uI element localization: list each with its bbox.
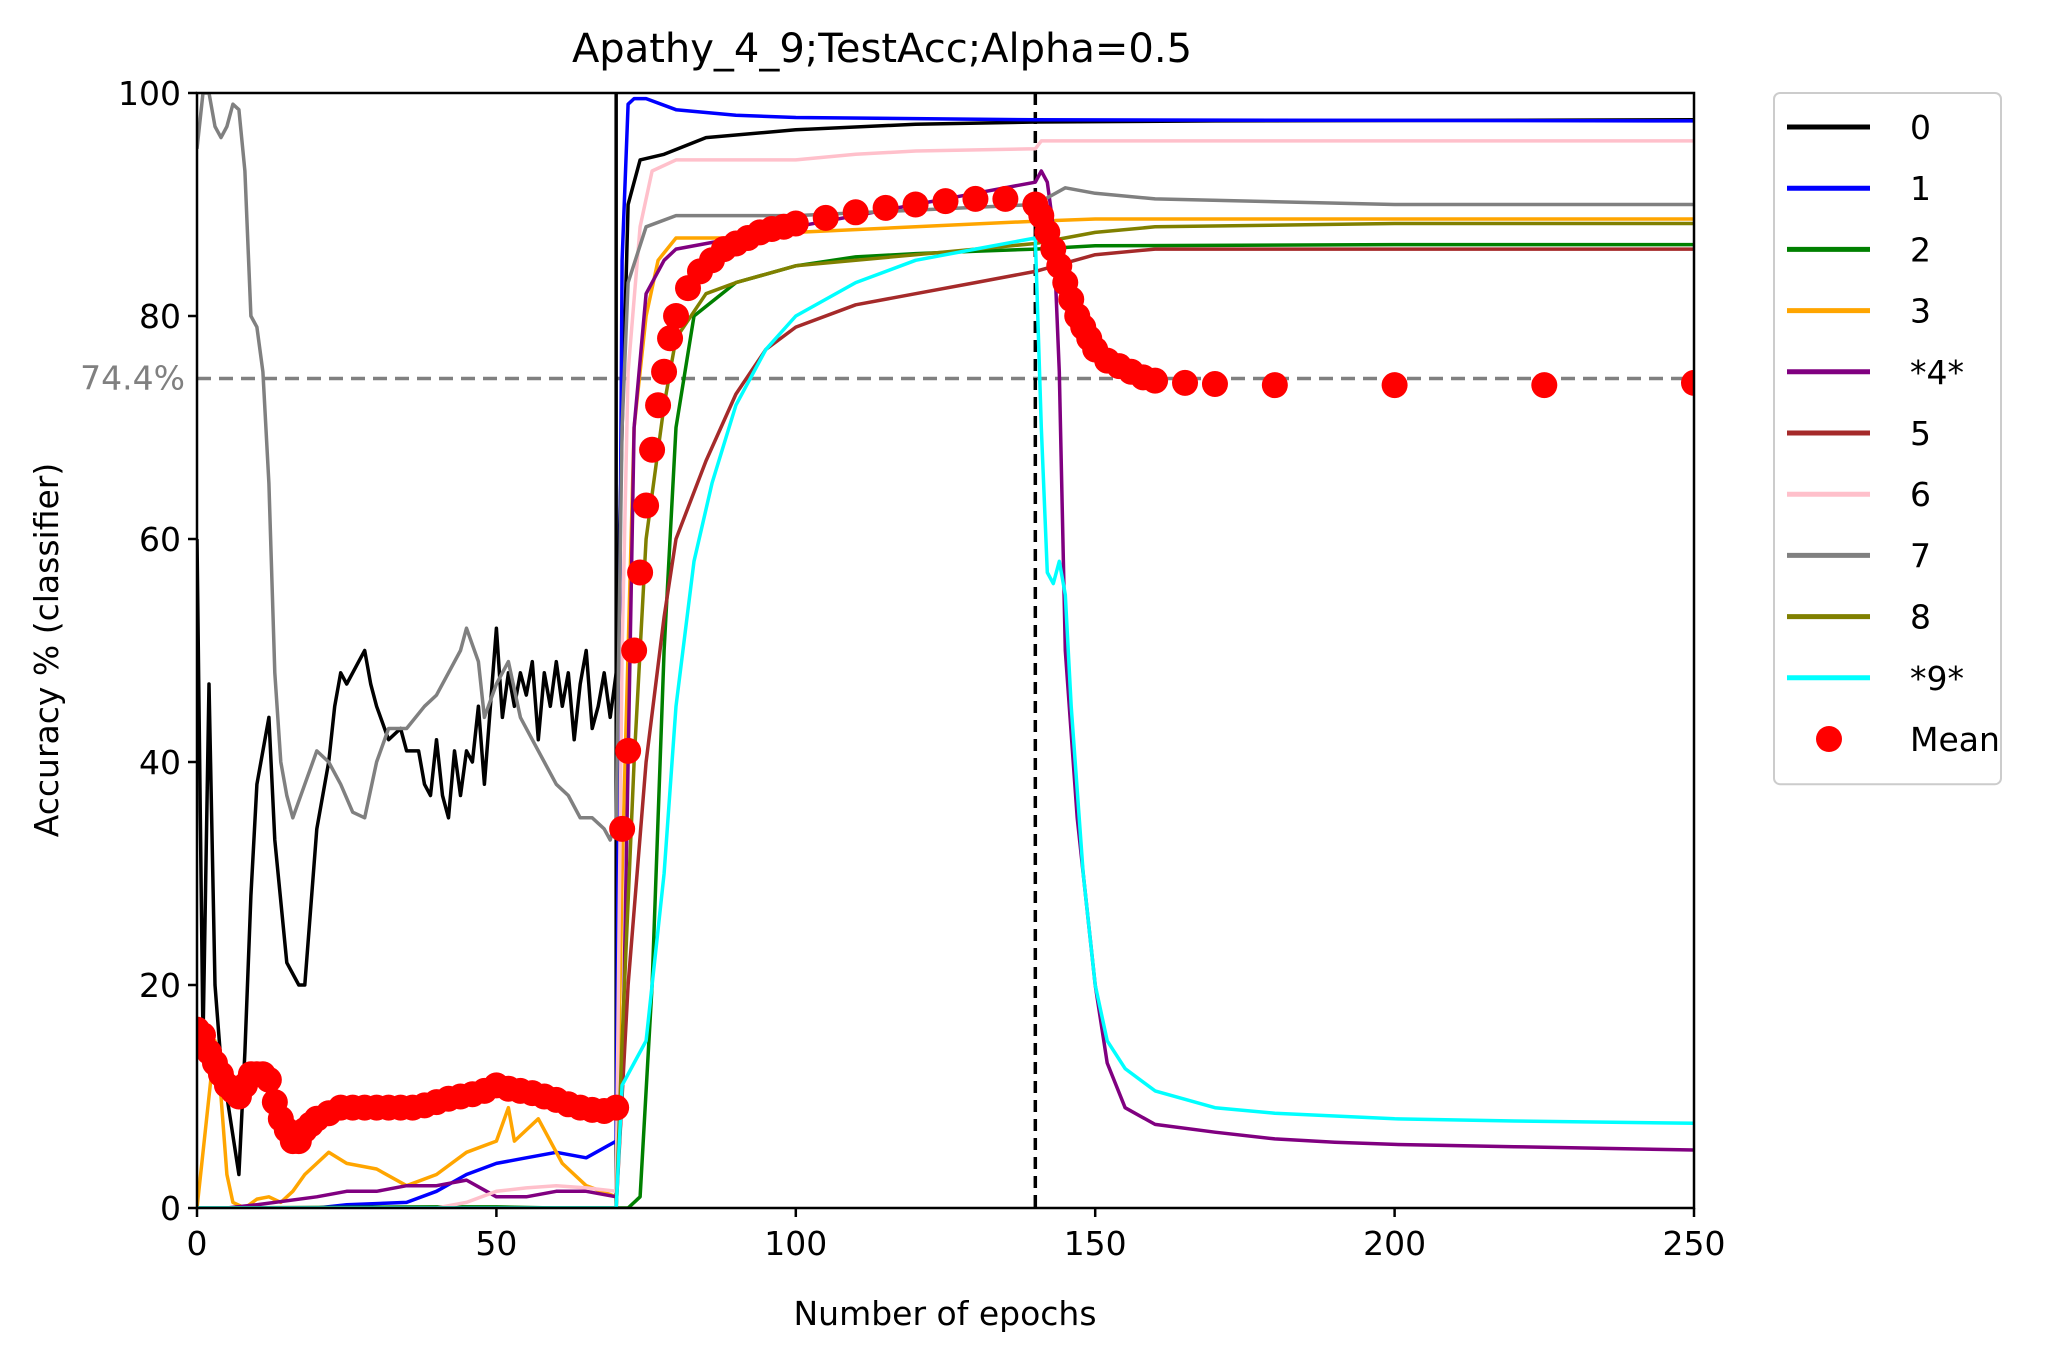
x-tick-label: 100 xyxy=(764,1224,827,1263)
x-tick-label: 150 xyxy=(1064,1224,1127,1263)
x-axis-label: Number of epochs xyxy=(793,1294,1096,1333)
mean-marker xyxy=(1201,371,1228,398)
mean-marker xyxy=(902,191,929,218)
mean-marker xyxy=(657,325,684,352)
mean-marker xyxy=(812,204,839,231)
mean-marker xyxy=(1261,372,1288,399)
series-line-6 xyxy=(197,139,1694,1208)
mean-marker xyxy=(1381,372,1408,399)
mean-marker xyxy=(621,637,648,664)
legend-label: 3 xyxy=(1910,292,1931,331)
mean-marker xyxy=(627,559,654,586)
mean-marker xyxy=(255,1066,282,1093)
chart-title: Apathy_4_9;TestAcc;Alpha=0.5 xyxy=(572,26,1192,72)
mean-marker xyxy=(932,188,959,215)
legend-label: 8 xyxy=(1910,598,1931,637)
mean-marker xyxy=(609,815,636,842)
mean-marker xyxy=(651,358,678,385)
y-tick-label: 100 xyxy=(118,74,181,113)
legend-label: 7 xyxy=(1910,536,1931,575)
mean-marker xyxy=(782,210,809,237)
y-tick-label: 0 xyxy=(160,1189,181,1228)
mean-marker xyxy=(1531,372,1558,399)
mean-marker xyxy=(633,492,660,519)
axes-layer: 0 50 100 150 200 250 0 20 40 60 80 100 xyxy=(118,74,1726,1263)
mean-marker xyxy=(645,392,672,419)
mean-marker xyxy=(1142,367,1169,394)
legend-label: 6 xyxy=(1910,475,1931,514)
reference-line-label: 74.4% xyxy=(80,358,185,397)
x-tick-label: 250 xyxy=(1663,1224,1726,1263)
legend-box xyxy=(1773,92,2002,786)
legend-label: 2 xyxy=(1910,230,1931,269)
reference-lines-layer: 74.4% xyxy=(80,93,1694,1208)
mean-marker xyxy=(639,436,666,463)
series-line-2 xyxy=(197,242,1694,1208)
legend-label: *9* xyxy=(1910,659,1964,698)
mean-marker xyxy=(842,199,869,226)
mean-marker xyxy=(872,194,899,221)
series-layer xyxy=(197,93,1694,1208)
series-line-9 xyxy=(197,236,1694,1208)
x-tick-label: 0 xyxy=(187,1224,208,1263)
plot-area-frame xyxy=(195,91,1696,1210)
legend-label: Mean xyxy=(1910,720,2000,759)
series-line-7 xyxy=(197,93,1694,842)
y-tick-label: 60 xyxy=(139,520,181,559)
mean-marker xyxy=(603,1094,630,1121)
y-tick-label: 20 xyxy=(139,966,181,1005)
legend: 0 1 2 3 *4* 5 6 7 8 *9* Mean xyxy=(1773,92,2002,786)
legend-swatch-mean xyxy=(1816,726,1842,752)
x-tick-label: 50 xyxy=(475,1224,517,1263)
mean-marker xyxy=(992,185,1019,212)
y-tick-label: 40 xyxy=(139,743,181,782)
series-line-8 xyxy=(197,221,1694,1208)
mean-marker xyxy=(1681,369,1694,396)
mean-marker xyxy=(962,185,989,212)
legend-label: 1 xyxy=(1910,169,1931,208)
legend-label: 0 xyxy=(1910,108,1931,147)
mean-marker xyxy=(615,737,642,764)
legend-label: 5 xyxy=(1910,414,1931,453)
legend-label: *4* xyxy=(1910,353,1964,392)
series-line-1 xyxy=(197,96,1694,1208)
x-tick-label: 200 xyxy=(1363,1224,1426,1263)
series-line-0 xyxy=(197,118,1694,1177)
y-axis-label: Accuracy % (classifier) xyxy=(27,463,66,838)
y-tick-label: 80 xyxy=(139,297,181,336)
mean-marker xyxy=(663,303,690,329)
mean-marker xyxy=(1172,369,1199,396)
